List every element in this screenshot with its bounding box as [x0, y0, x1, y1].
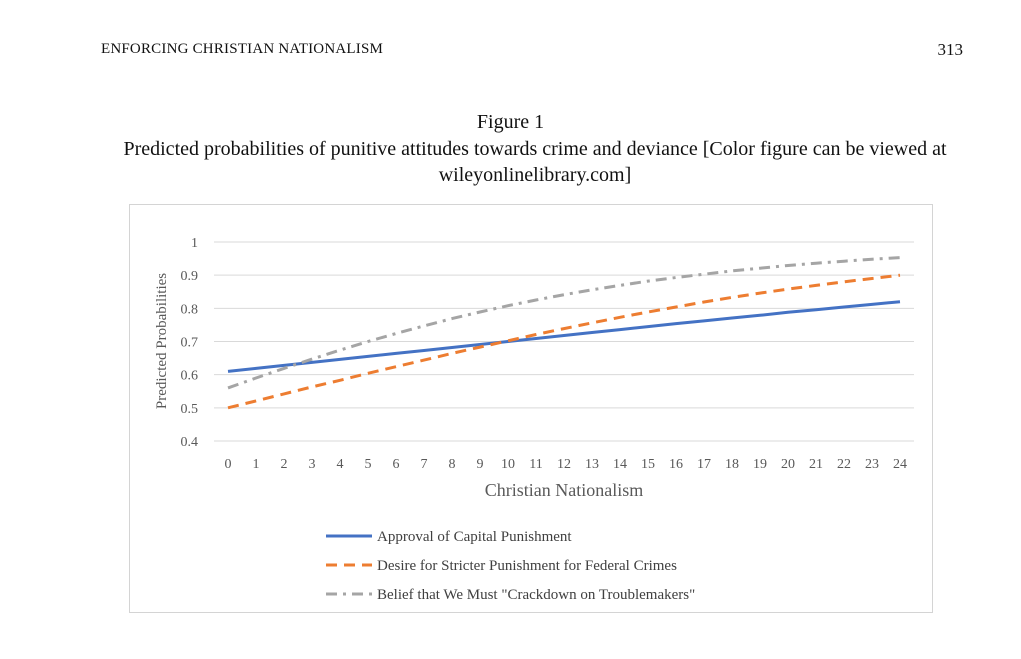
line-chart: 0.40.50.60.70.80.91 0 1 2 3 4 5 6 7 8 9 10 11 12 13 14… — [154, 236, 914, 603]
x-tick-label: 10 — [501, 457, 515, 472]
x-tick-label: 9 — [477, 457, 484, 472]
x-tick-label: 3 — [309, 457, 316, 472]
x-tick-label: 20 — [781, 457, 795, 472]
x-tick-label: 14 — [613, 457, 627, 472]
x-tick-label: 5 — [365, 457, 372, 472]
x-tick-label: 1 — [253, 457, 260, 472]
y-axis-title: Predicted Probabilities — [154, 273, 170, 409]
x-tick-label: 11 — [529, 457, 542, 472]
x-tick-label: 21 — [809, 457, 823, 472]
x-tick-label: 22 — [837, 457, 851, 472]
x-tick-label: 13 — [585, 457, 599, 472]
x-tick-label: 24 — [893, 457, 907, 472]
x-tick-label: 12 — [557, 457, 571, 472]
x-tick-label: 23 — [865, 457, 879, 472]
gridlines — [214, 241, 914, 442]
legend-label-3: Belief that We Must "Crackdown on Troubl… — [377, 587, 695, 603]
y-tick-label: 1 — [191, 236, 198, 251]
x-tick-label: 6 — [393, 457, 400, 472]
figure-caption: Predicted probabilities of punitive atti… — [123, 138, 947, 186]
series-line-2 — [227, 273, 901, 410]
y-tick-label: 0.8 — [181, 302, 199, 317]
figure-label: Figure 1 — [476, 111, 545, 133]
x-tick-label: 18 — [725, 457, 739, 472]
x-tick-label: 16 — [669, 457, 683, 472]
y-tick-label: 0.5 — [181, 402, 199, 417]
x-tick-label: 19 — [753, 457, 767, 472]
legend-label-2: Desire for Stricter Punishment for Feder… — [377, 558, 677, 574]
x-tick-label: 8 — [449, 457, 456, 472]
x-tick-label: 0 — [225, 457, 232, 472]
legend-label-1: Approval of Capital Punishment — [377, 529, 572, 545]
chart-frame: 0.4 0.5 0.6 0.7 0.8 0.9 1 0 1 2 3 4 5 6 7 8 9 10 11 12 13 14… — [129, 204, 933, 613]
series-line-1 — [227, 300, 901, 373]
x-axis-title: Christian Nationalism — [485, 480, 643, 500]
y-tick-label: 0.7 — [181, 336, 199, 351]
x-tick-label: 2 — [281, 457, 288, 472]
y-axis-ticks: 0.4 0.5 0.6 0.7 0.8 0.9 1 — [181, 236, 199, 450]
y-tick-label: 0.6 — [181, 369, 199, 384]
legend: Approval of Capital Punishment Desire for… — [326, 529, 695, 603]
y-tick-label: 0.9 — [181, 269, 199, 284]
x-tick-label: 17 — [697, 457, 711, 472]
y-tick-label: 0.4 — [181, 435, 199, 450]
page-number: 313 — [937, 40, 964, 59]
x-tick-label: 7 — [421, 457, 428, 472]
series-line-3 — [227, 256, 901, 390]
running-head: ENFORCING CHRISTIAN NATIONALISM — [101, 41, 384, 57]
x-tick-label: 15 — [641, 457, 655, 472]
series-lines — [227, 256, 901, 410]
x-tick-label: 4 — [337, 457, 344, 472]
x-axis-ticks: 0 1 2 3 4 5 6 7 8 9 10 11 12 13 14 15 16 17 18 19 20 21 22 23 24 — [225, 457, 908, 472]
